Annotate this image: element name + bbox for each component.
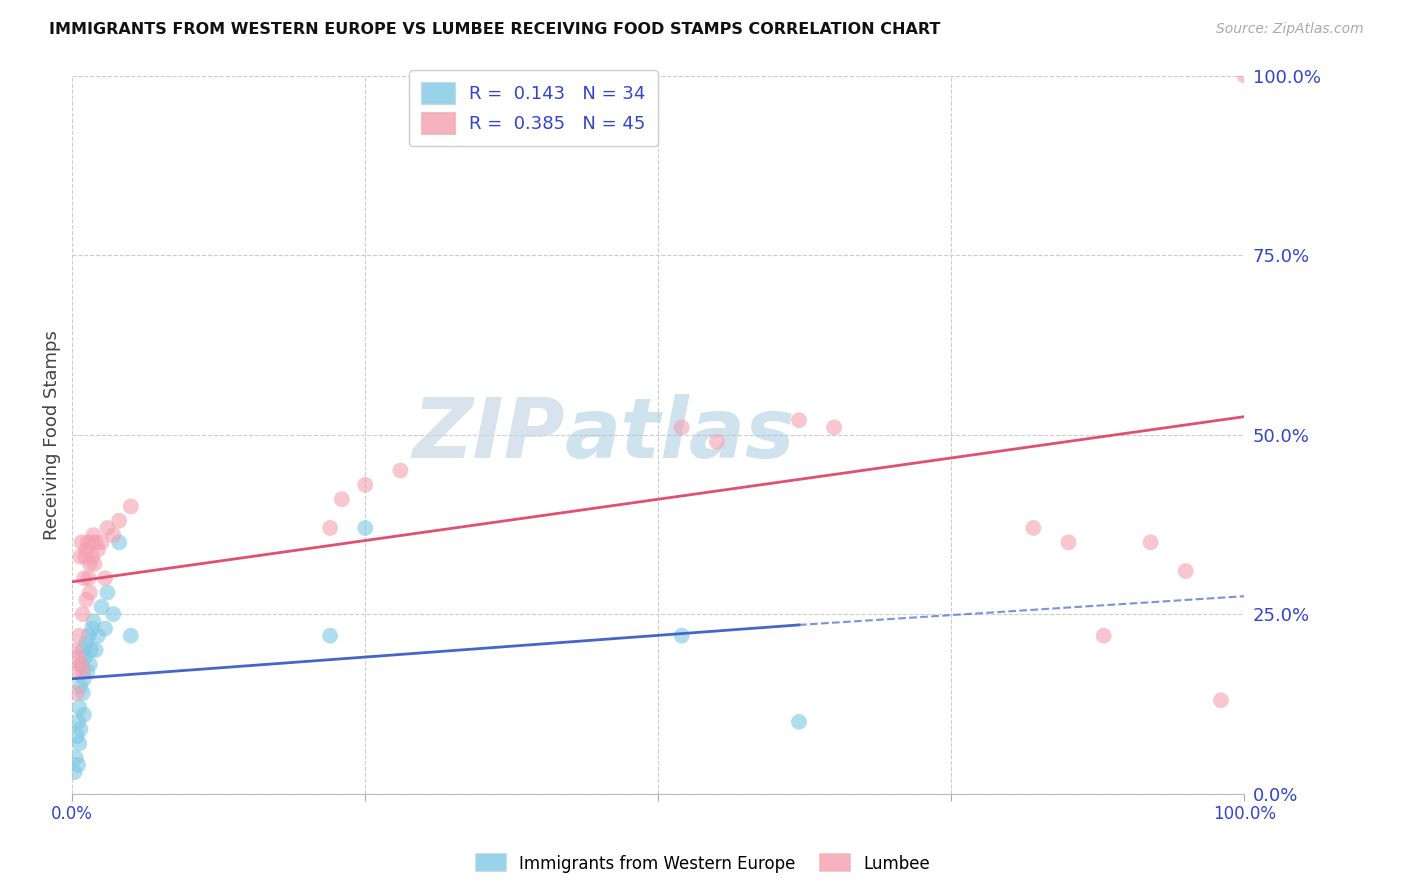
Point (72, 665, 94, 679)
Point (65, 751, 87, 765)
Point (80, 535, 103, 549)
Point (84, 643, 107, 657)
Point (80, 643, 103, 657)
Point (103, 528, 125, 542)
Point (1022, 521, 1045, 535)
Point (69, 549, 91, 564)
Point (87, 542, 110, 557)
Point (73, 707, 96, 722)
Point (77, 571, 100, 585)
Point (94, 622, 117, 636)
Point (82, 615, 104, 629)
Point (70, 535, 93, 549)
Point (77, 629, 100, 643)
Point (70, 657, 93, 672)
Point (671, 629, 693, 643)
Point (79, 585, 101, 599)
Legend: Immigrants from Western Europe, Lumbee: Immigrants from Western Europe, Lumbee (470, 847, 936, 880)
Point (87, 629, 110, 643)
Point (72, 607, 94, 621)
Point (389, 463, 412, 477)
Point (83, 557, 105, 571)
Point (319, 521, 342, 535)
Point (354, 521, 377, 535)
Point (330, 492, 353, 507)
Point (69, 679, 91, 693)
Point (82, 528, 104, 542)
Y-axis label: Receiving Food Stamps: Receiving Food Stamps (44, 330, 60, 540)
Point (72, 686, 94, 700)
Point (73, 672, 96, 686)
Text: Source: ZipAtlas.com: Source: ZipAtlas.com (1216, 22, 1364, 37)
Point (69, 657, 91, 672)
Point (75, 549, 97, 564)
Point (67, 758, 90, 772)
Point (79, 657, 101, 672)
Point (75, 650, 97, 665)
Point (65, 643, 87, 657)
Point (82, 549, 104, 564)
Point (73, 571, 96, 585)
Point (76, 535, 98, 549)
Point (1209, 693, 1232, 707)
Text: ZIP: ZIP (412, 394, 565, 475)
Point (671, 420, 693, 434)
Point (1233, 69, 1256, 83)
Point (75, 592, 97, 607)
Point (94, 571, 117, 585)
Legend: R =  0.143   N = 34, R =  0.385   N = 45: R = 0.143 N = 34, R = 0.385 N = 45 (409, 70, 658, 146)
Point (103, 607, 125, 621)
Point (67, 736, 90, 750)
Point (66, 729, 89, 743)
Point (787, 413, 810, 427)
Point (108, 535, 131, 549)
Point (90, 599, 112, 614)
Point (76, 665, 98, 679)
Point (69, 722, 91, 736)
Point (120, 629, 142, 643)
Point (1174, 564, 1197, 578)
Point (75, 636, 97, 650)
Point (96, 585, 118, 599)
Point (787, 714, 810, 729)
Point (90, 535, 112, 549)
Point (67, 714, 90, 729)
Point (72, 643, 94, 657)
Point (67, 629, 90, 643)
Text: atlas: atlas (565, 394, 796, 475)
Point (75, 542, 97, 557)
Point (1139, 535, 1161, 549)
Point (63, 765, 86, 780)
Point (120, 500, 142, 514)
Point (84, 535, 107, 549)
Point (67, 700, 90, 714)
Point (108, 514, 131, 528)
Point (66, 686, 89, 700)
Point (63, 665, 86, 679)
Point (1057, 535, 1080, 549)
Point (354, 478, 377, 492)
Point (79, 557, 101, 571)
Point (706, 434, 728, 449)
Point (82, 622, 104, 636)
Point (319, 629, 342, 643)
Point (823, 420, 845, 434)
Text: IMMIGRANTS FROM WESTERN EUROPE VS LUMBEE RECEIVING FOOD STAMPS CORRELATION CHART: IMMIGRANTS FROM WESTERN EUROPE VS LUMBEE… (49, 22, 941, 37)
Point (67, 650, 90, 665)
Point (1092, 629, 1115, 643)
Point (96, 521, 118, 535)
